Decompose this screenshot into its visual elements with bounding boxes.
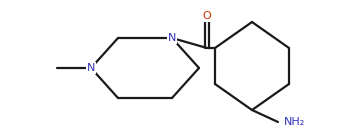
Text: N: N xyxy=(168,33,176,43)
Text: O: O xyxy=(202,11,211,21)
Text: NH₂: NH₂ xyxy=(284,117,305,127)
Text: N: N xyxy=(87,63,95,73)
